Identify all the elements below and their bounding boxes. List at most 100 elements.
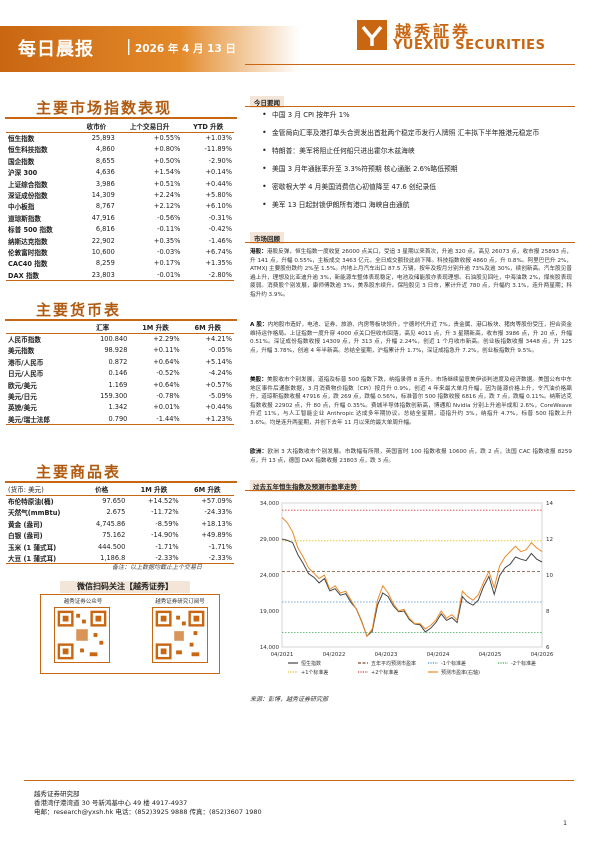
indices-cell-name: 沪深 300 [8, 169, 38, 178]
chart-title: 过去五年恒生指数及预测市盈率走势 [250, 480, 360, 492]
indices-col-name [6, 121, 76, 132]
indices-col-close: 收市价 [86, 123, 107, 132]
review-hk-text: 港股反弹，恒生指数一度收复 26000 点关口，受追 3 星期以来首次，升逾 3… [250, 249, 572, 298]
y-left-tick-label: 14,000 [260, 645, 280, 651]
indices-cell-name: 国企指数 [8, 157, 35, 166]
indices-row: 恒生指数 25,893 +0.55% +1.03% [6, 132, 234, 143]
indices-cell-close: 23,803 [91, 270, 115, 279]
fx-cell-m6: +1.23% [205, 414, 232, 423]
commodities-table: (货币: 美元) 价格 1M 升跌 6M 升跌 布伦特原油(桶) 97.650 +1… [6, 484, 234, 564]
review-hk-label: 港股： [250, 249, 267, 255]
fx-row: 欧元/美元 1.169 +0.64% +0.57% [6, 379, 234, 390]
header-rule [245, 64, 575, 65]
indices-cell-close: 8,767 [95, 202, 115, 211]
commodities-cell-m6: -2.33% [208, 553, 232, 562]
news-item: 金管局向汇率及港打单头合资发出首批两个稳定币发行人牌照 汇丰拟下半年推港元稳定币 [262, 128, 567, 138]
x-tick-label: 04/2023 [375, 652, 398, 658]
indices-cell-name: 伦敦富时指数 [8, 248, 48, 257]
commodities-cell-price: 4,745.86 [95, 519, 126, 528]
fx-cell-rate: 0.146 [108, 369, 128, 378]
y-right-tick-label: 10 [546, 573, 553, 579]
today-news-tag: 今日要闻 [250, 96, 284, 108]
report-title: 每日晨报 [18, 39, 94, 60]
indices-cell-ytd: -11.89% [204, 145, 232, 154]
news-item: 中国 3 月 CPI 按年升 1% [262, 110, 567, 120]
indices-cell-ytd: +6.74% [205, 247, 232, 256]
fx-cell-name: 港币/人民币 [8, 358, 44, 367]
legend-label: 预测市盈率(右轴) [441, 669, 480, 676]
commodities-cell-price: 1,186.8 [100, 553, 126, 562]
indices-row: 国企指数 8,655 +0.50% -2.90% [6, 155, 234, 166]
fx-col-name [6, 322, 76, 333]
commodities-cell-name: 白银 (盎司) [8, 532, 43, 541]
y-left-tick-label: 34,000 [260, 501, 280, 507]
indices-cell-day: +0.35% [153, 236, 181, 245]
report-date: 2026 年 4 月 13 日 [135, 43, 236, 55]
indices-cell-day: +0.50% [153, 156, 181, 165]
indices-cell-name: DAX 指数 [8, 271, 40, 280]
fx-cell-m6: +0.44% [205, 403, 232, 412]
indices-cell-close: 4,860 [95, 145, 115, 154]
commodities-cell-m1: +14.52% [147, 497, 179, 506]
x-tick-label: 04/2026 [531, 652, 554, 658]
qr-code-left-icon[interactable] [54, 607, 110, 663]
y-right-tick-label: 14 [546, 501, 553, 507]
commodities-cell-m6: -1.71% [208, 542, 232, 551]
commodities-cell-m1: -2.33% [155, 553, 179, 562]
commodities-row: 天然气(mmBtu) 2.675 -11.72% -24.33% [6, 507, 234, 518]
indices-cell-close: 10,600 [91, 247, 115, 256]
commodities-cell-name: 天然气(mmBtu) [8, 509, 61, 518]
title-separator: | [126, 36, 132, 55]
x-tick-label: 04/2022 [323, 652, 346, 658]
fx-cell-m6: -5.09% [208, 392, 232, 401]
news-item: 美军 13 日起封锁伊朗所有港口 海峡自由通航 [262, 200, 567, 210]
footer-address: 香港湾仔港湾道 30 号新鸿基中心 49 楼 4917-4937 [34, 799, 188, 807]
fx-col-rate: 汇率 [96, 324, 110, 333]
commodities-row: 布伦特原油(桶) 97.650 +14.52% +57.09% [6, 495, 234, 506]
indices-cell-name: 标普 500 指数 [8, 226, 53, 235]
fx-cell-m1: +0.64% [153, 380, 180, 389]
indices-cell-ytd: -0.31% [208, 213, 232, 222]
commodities-cell-name: 黄金 (盎司) [8, 520, 43, 529]
footer: 越秀证券研究部 香港湾仔港湾道 30 号新鸿基中心 49 楼 4917-4937… [34, 790, 262, 817]
fx-row: 人民币指数 100.840 +2.29% +4.21% [6, 333, 234, 344]
fx-row: 美元/日元 159.300 -0.78% -5.09% [6, 390, 234, 401]
fx-cell-name: 美元/日元 [8, 393, 37, 402]
logo-mark-icon [357, 20, 387, 50]
fx-cell-rate: 0.872 [108, 357, 128, 366]
fx-cell-m6: +5.14% [205, 357, 232, 366]
qr-code-right-icon[interactable] [152, 607, 208, 663]
indices-row: 纳斯达克指数 22,902 +0.35% -1.46% [6, 235, 234, 246]
indices-cell-day: +0.80% [153, 145, 181, 154]
legend-label: +2个标准差 [371, 669, 398, 676]
indices-cell-ytd: -1.46% [208, 236, 232, 245]
review-us-paragraph: 美股：美股收市个别发展，道指及标普 500 指数下跌，纳指录得 8 连升。市场继… [250, 376, 572, 428]
fx-col-6m: 6M 升跌 [194, 324, 222, 333]
legend-label: +1个标准差 [301, 669, 328, 676]
commodities-cell-name: 布伦特原油(桶) [8, 498, 54, 507]
fx-col-1m: 1M 升跌 [142, 324, 169, 333]
page-number: 1 [563, 820, 567, 827]
fx-section-title: 主要货币表 [36, 301, 122, 319]
indices-cell-ytd: -2.90% [208, 156, 232, 165]
indices-cell-close: 6,816 [95, 225, 115, 234]
review-eu-paragraph: 欧洲：欧洲 3 大指数收市个别发展。市跌幅有所限，英国富时 100 指数收报 1… [250, 448, 572, 465]
company-logo: 越秀証券 YUEXIU SECURITIES [355, 16, 575, 60]
fx-cell-m1: -0.78% [156, 392, 180, 401]
commodities-cell-m6: +18.13% [201, 519, 232, 528]
logo-chinese: 越秀証券 [395, 22, 472, 41]
qr-right-label: 越秀证券研究订阅号 [155, 599, 205, 605]
commodities-rule [5, 481, 237, 483]
commodities-col-1m: 1M 升跌 [140, 486, 168, 495]
fx-row: 日元/人民币 0.146 -0.52% -4.24% [6, 368, 234, 379]
fx-cell-rate: 1.169 [108, 380, 128, 389]
footer-rule [24, 780, 574, 781]
news-item: 特朗普：美军将阻止任何船只进出霍尔木兹海峡 [262, 146, 567, 156]
y-left-tick-label: 24,000 [260, 573, 280, 579]
qr-panel [40, 594, 220, 674]
series-line [281, 517, 543, 638]
hsi-pe-chart: 14,000 19,000 24,000 29,000 34,000 6 8 10 12 14 04… [260, 501, 554, 676]
indices-cell-close: 8,655 [95, 156, 115, 165]
indices-table: 收市价 上个交易日升 YTD 升跌 恒生指数 25,893 +0.55% +1.03%… [6, 121, 234, 281]
x-tick-label: 04/2024 [427, 652, 450, 658]
